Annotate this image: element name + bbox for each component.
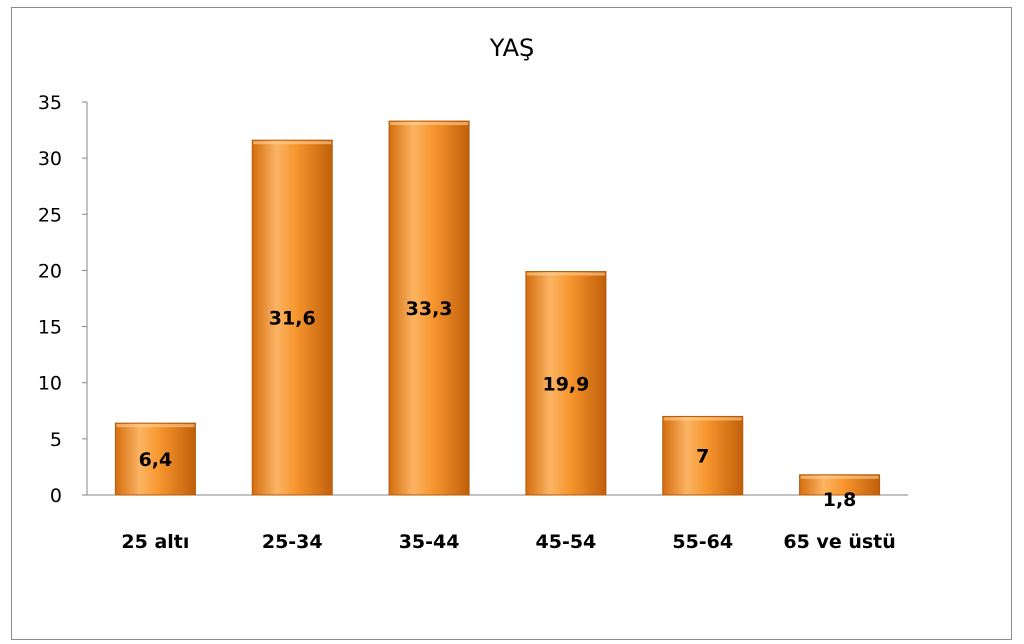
bar [662,415,744,496]
data-label: 1,8 [823,489,857,511]
y-tick-label: 25 [38,204,62,226]
x-tick-label: 45-54 [536,531,597,553]
y-tick-label: 5 [50,429,62,451]
bar-top-highlight [663,417,742,421]
x-tick-label: 25-34 [262,531,323,553]
data-label: 31,6 [269,308,316,330]
chart-title: YAŞ [489,34,535,62]
x-tick-label: 35-44 [399,531,460,553]
bar-top-highlight [526,272,605,276]
bar [799,474,881,496]
chart-frame [11,7,1012,640]
data-label: 33,3 [406,298,453,320]
axes: 0 5 10 15 20 25 30 35 [38,92,908,507]
bar [114,422,196,496]
x-tick-label: 25 altı [121,531,189,553]
bars [114,120,881,496]
x-tick-label: 65 ve üstü [783,531,895,553]
data-label: 19,9 [542,373,589,395]
y-tick-label: 20 [38,260,62,282]
bar-top-highlight [390,122,469,126]
y-tick-label: 10 [38,373,62,395]
bar [388,120,470,496]
y-tick-label: 0 [50,485,62,507]
data-label: 6,4 [139,449,173,471]
bar-top-highlight [800,475,879,479]
x-tick-label: 55-64 [672,531,733,553]
bar [525,271,607,496]
labels: 25 altı 6,4 25-34 31,6 35-44 33,3 45-54 19,9 55-… [121,298,895,553]
y-tick-label: 30 [38,148,62,170]
y-tick-label: 15 [38,317,62,339]
bar-top-highlight [116,424,195,428]
bar-top-highlight [253,141,332,145]
data-label: 7 [696,446,709,468]
bar [251,139,333,496]
y-tick-label: 35 [38,92,62,114]
